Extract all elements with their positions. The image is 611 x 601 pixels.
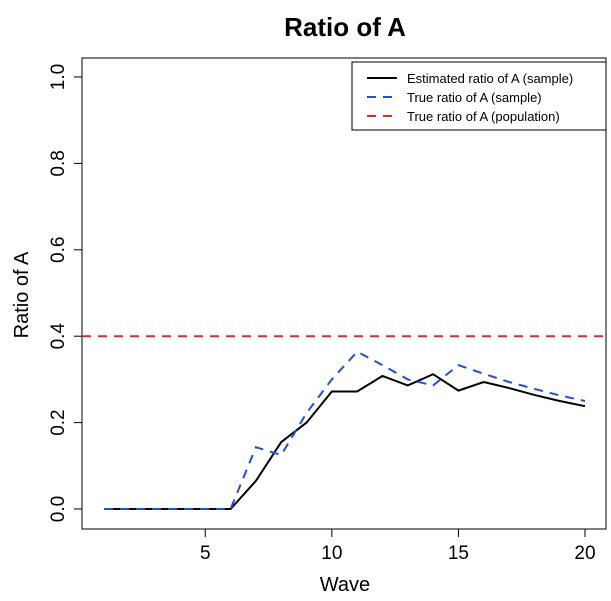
y-tick-label: 0.8 bbox=[48, 150, 69, 176]
y-tick-label: 0.0 bbox=[48, 496, 69, 522]
x-tick-label: 20 bbox=[574, 543, 595, 564]
legend-label-estimated: Estimated ratio of A (sample) bbox=[407, 71, 573, 86]
legend-label-true-sample: True ratio of A (sample) bbox=[407, 90, 542, 105]
x-tick-label: 10 bbox=[321, 543, 342, 564]
y-tick-label: 0.4 bbox=[48, 323, 69, 350]
legend-box bbox=[351, 61, 607, 131]
series-line-true-sample bbox=[104, 350, 586, 510]
legend-label-population: True ratio of A (population) bbox=[407, 109, 560, 124]
x-axis: 5 10 15 20 bbox=[200, 529, 596, 564]
x-axis-title: Wave bbox=[320, 574, 370, 596]
plot-area-frame bbox=[81, 57, 607, 530]
legend: Estimated ratio of A (sample) True ratio… bbox=[351, 61, 607, 131]
series-line-estimated bbox=[104, 373, 586, 510]
y-tick-label: 0.6 bbox=[48, 237, 69, 263]
x-tick-label: 5 bbox=[200, 543, 211, 564]
series-layer bbox=[82, 335, 606, 510]
y-tick-label: 0.2 bbox=[48, 409, 69, 435]
y-axis: 0.0 0.2 0.4 0.6 0.8 1.0 bbox=[48, 64, 82, 522]
y-tick-label: 1.0 bbox=[48, 64, 69, 90]
x-tick-label: 15 bbox=[448, 543, 469, 564]
chart-title: Ratio of A bbox=[284, 12, 406, 42]
y-axis-title: Ratio of A bbox=[11, 251, 33, 338]
